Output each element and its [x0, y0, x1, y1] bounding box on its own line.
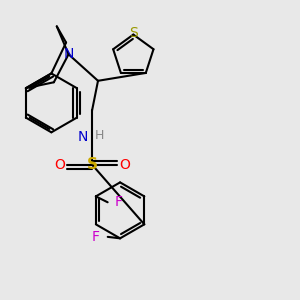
- Text: H: H: [95, 129, 104, 142]
- Text: N: N: [63, 47, 74, 61]
- Text: F: F: [92, 230, 100, 244]
- Text: O: O: [54, 158, 65, 172]
- Text: S: S: [87, 157, 98, 172]
- Text: F: F: [114, 195, 122, 209]
- Text: O: O: [119, 158, 130, 172]
- Text: N: N: [77, 130, 88, 144]
- Text: S: S: [129, 26, 138, 40]
